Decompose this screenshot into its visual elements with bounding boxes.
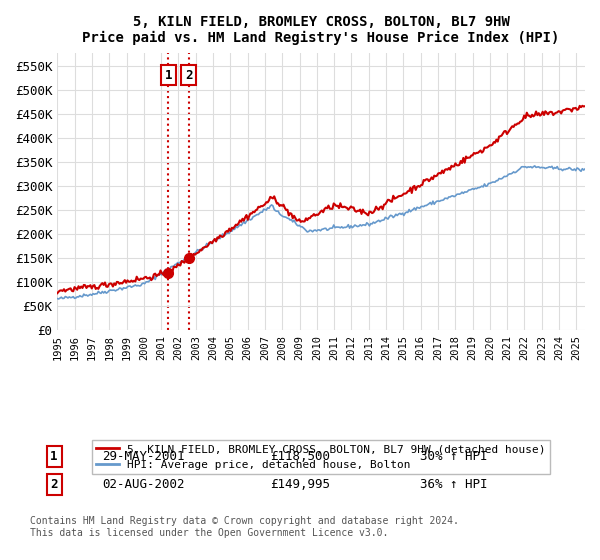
Text: 29-MAY-2001: 29-MAY-2001 <box>102 450 185 463</box>
Text: Contains HM Land Registry data © Crown copyright and database right 2024.
This d: Contains HM Land Registry data © Crown c… <box>30 516 459 538</box>
Text: 02-AUG-2002: 02-AUG-2002 <box>102 478 185 491</box>
Text: 1: 1 <box>50 450 58 463</box>
Text: £118,500: £118,500 <box>270 450 330 463</box>
Text: 1: 1 <box>164 69 172 82</box>
Text: 30% ↑ HPI: 30% ↑ HPI <box>420 450 487 463</box>
Text: 2: 2 <box>185 69 193 82</box>
Text: 2: 2 <box>50 478 58 491</box>
Text: 36% ↑ HPI: 36% ↑ HPI <box>420 478 487 491</box>
Legend: 5, KILN FIELD, BROMLEY CROSS, BOLTON, BL7 9HW (detached house), HPI: Average pri: 5, KILN FIELD, BROMLEY CROSS, BOLTON, BL… <box>92 440 550 474</box>
Text: £149,995: £149,995 <box>270 478 330 491</box>
Title: 5, KILN FIELD, BROMLEY CROSS, BOLTON, BL7 9HW
Price paid vs. HM Land Registry's : 5, KILN FIELD, BROMLEY CROSS, BOLTON, BL… <box>82 15 560 45</box>
